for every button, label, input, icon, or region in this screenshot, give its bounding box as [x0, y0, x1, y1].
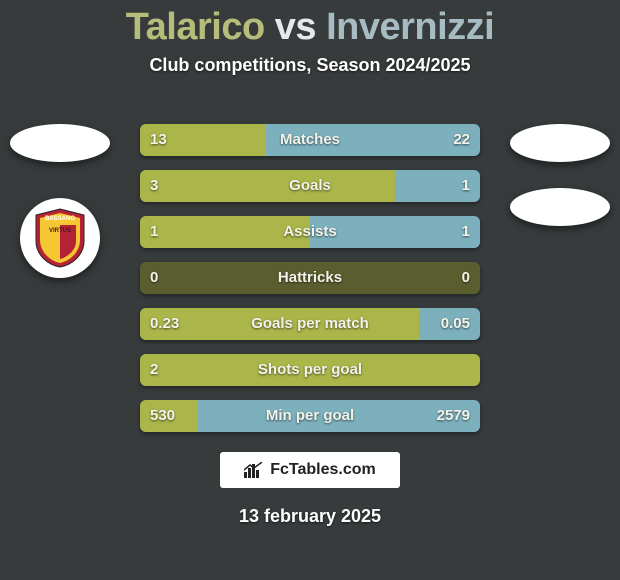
player2-avatar-placeholder — [510, 124, 610, 162]
stat-row: 5302579Min per goal — [140, 400, 480, 432]
player2-club-placeholder — [510, 188, 610, 226]
versus-label: vs — [275, 6, 316, 48]
stat-label: Shots per goal — [140, 354, 480, 386]
player1-avatar-placeholder — [10, 124, 110, 162]
comparison-infographic: Talarico vs Invernizzi Club competitions… — [0, 6, 620, 580]
svg-text:VIRTUS: VIRTUS — [49, 228, 71, 234]
stat-row: 1322Matches — [140, 124, 480, 156]
stat-row: 11Assists — [140, 216, 480, 248]
stat-row: 31Goals — [140, 170, 480, 202]
stat-row: 00Hattricks — [140, 262, 480, 294]
subtitle: Club competitions, Season 2024/2025 — [0, 55, 620, 76]
generation-date: 13 february 2025 — [0, 506, 620, 527]
player1-club-badge: BASSANO VIRTUS — [20, 198, 100, 278]
stat-row: 0.230.05Goals per match — [140, 308, 480, 340]
stat-label: Assists — [140, 216, 480, 248]
stats-bars: 1322Matches 31Goals 11Assists 00Hattricks 0.… — [140, 124, 480, 432]
stat-label: Min per goal — [140, 400, 480, 432]
player2-name: Invernizzi — [326, 6, 494, 48]
stat-label: Matches — [140, 124, 480, 156]
left-avatar-column: BASSANO VIRTUS — [10, 124, 110, 278]
stat-label: Goals — [140, 170, 480, 202]
stat-label: Goals per match — [140, 308, 480, 340]
right-avatar-column — [510, 124, 610, 226]
brand-badge: FcTables.com — [220, 452, 400, 488]
page-title: Talarico vs Invernizzi — [0, 6, 620, 49]
bar-chart-icon — [244, 462, 264, 478]
svg-text:BASSANO: BASSANO — [45, 216, 75, 222]
shield-icon: BASSANO VIRTUS — [32, 207, 88, 269]
player1-name: Talarico — [126, 6, 265, 48]
stat-row: 2Shots per goal — [140, 354, 480, 386]
brand-text: FcTables.com — [270, 461, 376, 479]
stat-label: Hattricks — [140, 262, 480, 294]
